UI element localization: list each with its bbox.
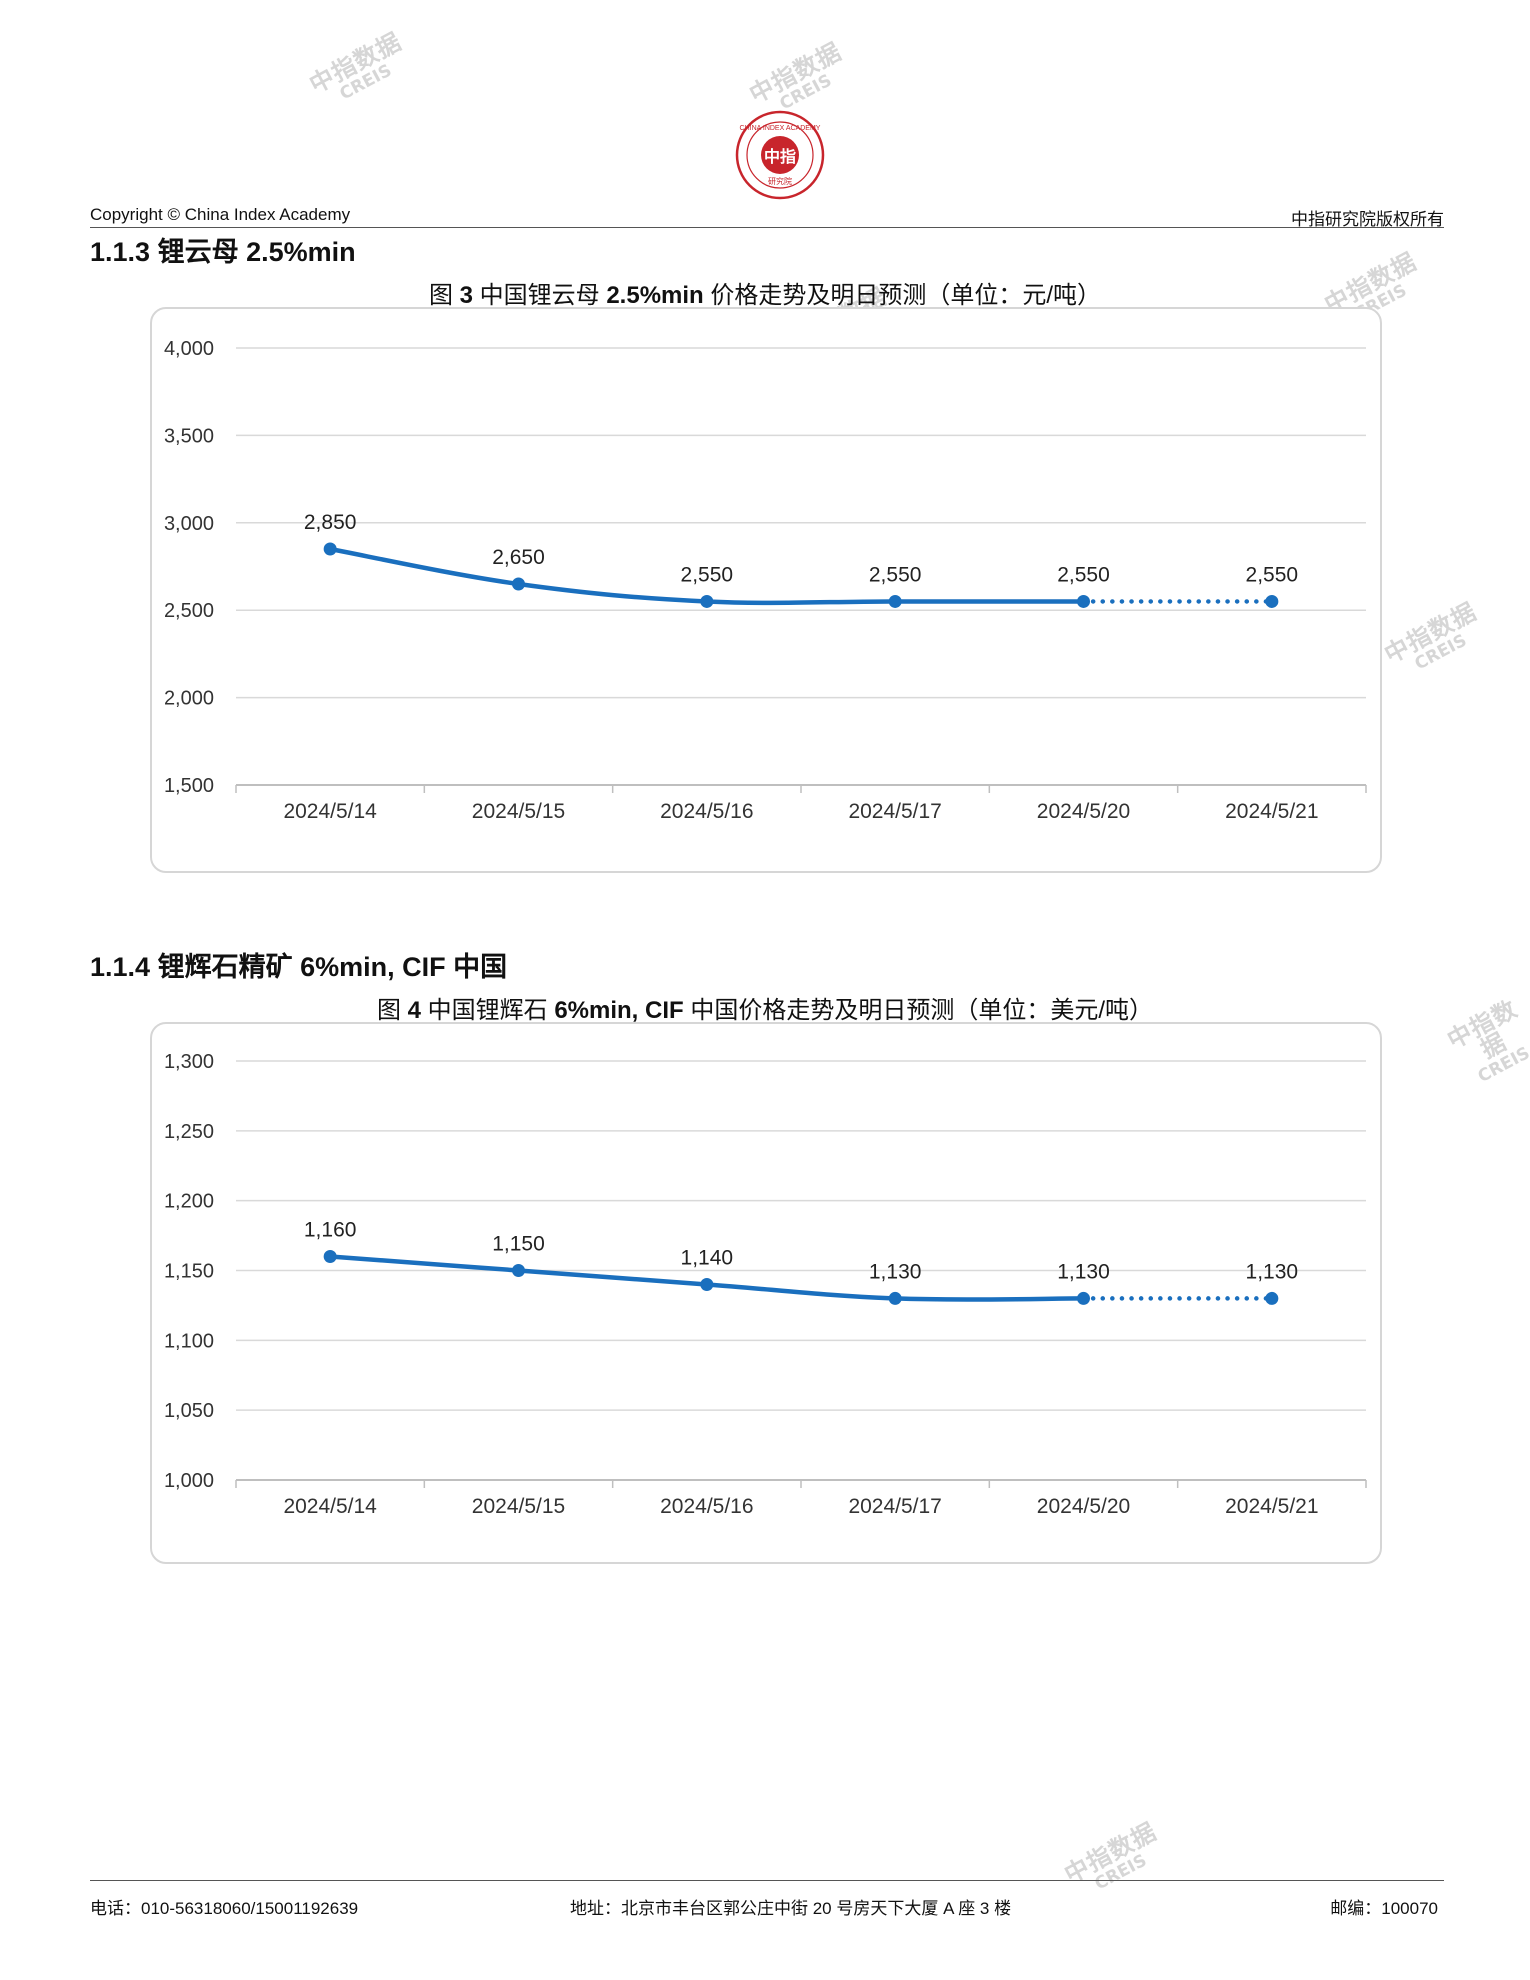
- data-label: 1,140: [681, 1246, 734, 1269]
- x-tick-label: 2024/5/14: [283, 1495, 377, 1518]
- x-tick-label: 2024/5/16: [660, 800, 753, 823]
- y-tick-label: 4,000: [164, 338, 214, 360]
- x-tick-label: 2024/5/17: [848, 800, 941, 823]
- x-tick-label: 2024/5/15: [472, 1495, 565, 1518]
- y-tick-label: 1,250: [164, 1121, 214, 1143]
- data-label: 1,160: [304, 1219, 357, 1242]
- y-tick-label: 1,200: [164, 1191, 214, 1213]
- data-point: [1077, 1291, 1090, 1305]
- logo-center-text: 中指: [764, 147, 796, 166]
- x-tick-label: 2024/5/16: [660, 1495, 753, 1518]
- figure-caption: 图 3 中国锂云母 2.5%min 价格走势及明日预测（单位：元/吨）: [0, 275, 1530, 310]
- data-label: 2,550: [681, 563, 734, 586]
- data-point: [888, 594, 902, 608]
- footer-phone: 电话：010-56318060/15001192639: [90, 1899, 359, 1918]
- data-point: [1265, 594, 1279, 608]
- data-label: 1,130: [1057, 1260, 1110, 1283]
- logo-ring-text: CHINA INDEX ACADEMY: [740, 125, 821, 132]
- caption-suffix: 中国价格走势及明日预测（单位：美元/吨）: [690, 997, 1154, 1024]
- x-tick-label: 2024/5/14: [283, 800, 377, 823]
- y-tick-label: 1,100: [164, 1330, 214, 1352]
- x-tick-label: 2024/5/20: [1037, 800, 1130, 823]
- y-tick-label: 1,300: [164, 1051, 214, 1073]
- data-point: [1077, 594, 1090, 608]
- data-label: 2,650: [492, 546, 545, 569]
- caption-bold: 6%min, CIF: [554, 997, 684, 1024]
- y-tick-label: 1,000: [164, 1470, 214, 1492]
- data-point: [323, 1250, 337, 1264]
- data-point: [323, 542, 337, 556]
- footer-rule: [90, 1880, 1444, 1881]
- data-label: 2,550: [869, 563, 922, 586]
- section-title: 锂辉石精矿 6%min, CIF 中国: [157, 952, 508, 982]
- x-tick-label: 2024/5/15: [472, 800, 565, 823]
- data-label: 1,150: [492, 1233, 545, 1256]
- data-point: [700, 594, 714, 608]
- caption-prefix: 图: [376, 997, 401, 1024]
- figure-caption: 图 4 中国锂辉石 6%min, CIF 中国价格走势及明日预测（单位：美元/吨…: [0, 990, 1530, 1025]
- y-tick-label: 1,150: [164, 1261, 214, 1283]
- y-tick-label: 3,000: [164, 513, 214, 535]
- caption-bold: 2.5%min: [606, 282, 704, 309]
- data-label: 2,850: [304, 511, 357, 534]
- section-heading: 1.1.3 锂云母 2.5%min: [90, 230, 356, 269]
- logo-bottom-text: 研究院: [768, 176, 792, 186]
- data-point: [700, 1277, 714, 1291]
- y-tick-label: 2,500: [164, 600, 214, 622]
- caption-number: 3: [459, 282, 473, 309]
- caption-prefix: 图: [428, 282, 453, 309]
- caption-number: 4: [407, 997, 421, 1024]
- section-number: 1.1.3: [90, 237, 151, 267]
- x-tick-label: 2024/5/21: [1225, 1495, 1318, 1518]
- section-heading: 1.1.4 锂辉石精矿 6%min, CIF 中国: [90, 945, 507, 984]
- caption-suffix: 价格走势及明日预测（单位：元/吨）: [710, 282, 1102, 309]
- copyright-text: Copyright © China Index Academy: [90, 205, 351, 224]
- y-tick-label: 3,500: [164, 425, 214, 447]
- chart-frame: [150, 1022, 1382, 1564]
- china-index-academy-logo: 中指 研究院 CHINA INDEX ACADEMY: [735, 110, 825, 200]
- data-point: [512, 1264, 525, 1277]
- data-label: 2,550: [1246, 563, 1299, 586]
- y-tick-label: 1,500: [164, 775, 214, 797]
- chart-frame: [150, 307, 1382, 873]
- header-rule: [90, 227, 1444, 228]
- footer-postcode: 邮编：100070: [1330, 1899, 1438, 1918]
- x-tick-label: 2024/5/21: [1225, 800, 1318, 823]
- section-number: 1.1.4: [90, 952, 151, 982]
- data-label: 1,130: [1246, 1260, 1299, 1283]
- data-label: 1,130: [869, 1260, 922, 1283]
- data-point: [512, 577, 525, 591]
- y-tick-label: 1,050: [164, 1400, 214, 1422]
- y-tick-label: 2,000: [164, 688, 214, 710]
- caption-text: 中国锂云母: [479, 282, 600, 309]
- x-tick-label: 2024/5/20: [1037, 1495, 1130, 1518]
- rights-text: 中指研究院版权所有: [1291, 210, 1444, 230]
- x-tick-label: 2024/5/17: [848, 1495, 941, 1518]
- data-point: [1265, 1291, 1279, 1305]
- data-label: 2,550: [1057, 563, 1110, 586]
- data-point: [888, 1291, 902, 1305]
- section-title: 锂云母 2.5%min: [157, 237, 356, 267]
- footer-address: 地址：北京市丰台区郭公庄中街 20 号房天下大厦 A 座 3 楼: [570, 1899, 1012, 1918]
- caption-text: 中国锂辉石: [427, 997, 548, 1024]
